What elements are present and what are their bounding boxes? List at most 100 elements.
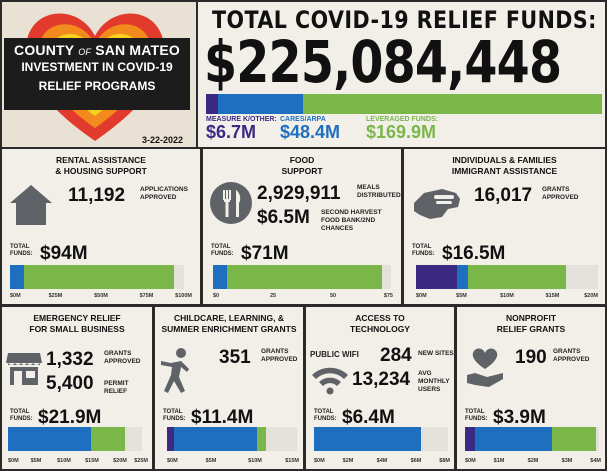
stat-number: 190	[515, 347, 547, 368]
axis-tick: $20M	[584, 293, 598, 299]
funds-bar	[416, 265, 598, 289]
axis-tick: $0M	[10, 293, 21, 299]
funds-axis: $0M $5M $10M $15M	[167, 458, 299, 468]
hand-holding-icon	[414, 189, 460, 219]
panel-rental: RENTAL ASSISTANCE & HOUSING SUPPORT 11,19…	[2, 149, 200, 304]
funds-bar	[465, 427, 599, 451]
source-amount: $48.4M	[280, 122, 341, 142]
source-measure-k: MEASURE K/OTHER: $6.7M	[206, 116, 277, 141]
panel-childcare: CHILDCARE, LEARNING, & SUMMER ENRICHMENT …	[155, 307, 303, 469]
county-name: COUNTY OF SAN MATEO	[14, 42, 180, 58]
stat-number: 284	[380, 345, 412, 366]
bar-segment-1	[8, 427, 92, 451]
bar-segment-0	[167, 427, 174, 451]
house-icon	[10, 185, 52, 225]
panel-emergency: EMERGENCY RELIEF FOR SMALL BUSINESS 1,332…	[2, 307, 152, 469]
stat-label: NEW SITES	[418, 350, 454, 357]
source-label: MEASURE K/OTHER:	[206, 116, 277, 123]
total-funds-label: TOTAL FUNDS:	[412, 244, 435, 257]
total-funds-amount: $94M	[40, 243, 88, 264]
axis-tick: 50	[329, 293, 337, 299]
total-funds-panel: TOTAL COVID-19 RELIEF FUNDS: $225,084,44…	[198, 2, 605, 147]
total-funds-bar	[206, 94, 602, 114]
stat-label: MEALS DISTRIBUTED	[357, 184, 401, 199]
header-logo-panel: COUNTY OF SAN MATEO INVESTMENT IN COVID-…	[2, 2, 196, 147]
funds-axis: $0M $5M $10M $15M $20M	[416, 293, 598, 303]
stat-number-2: 13,234	[352, 369, 411, 390]
bar-segment-0	[465, 427, 476, 451]
total-funds-amount: $225,084,448	[204, 28, 562, 96]
heart-hand-icon	[467, 348, 503, 387]
axis-tick: $2M	[342, 458, 354, 464]
wifi-icon	[312, 367, 348, 395]
total-funds-amount: $6.4M	[342, 407, 395, 428]
storefront-icon	[6, 353, 42, 385]
axis-tick: $6M	[410, 458, 422, 464]
stat-label: GRANTS APPROVED	[542, 186, 579, 201]
bar-segment-1	[173, 427, 258, 451]
panel-title: FOOD SUPPORT	[281, 155, 323, 176]
county-title-box: COUNTY OF SAN MATEO INVESTMENT IN COVID-…	[4, 38, 190, 110]
axis-tick: $2M	[527, 458, 539, 464]
panel-title: EMERGENCY RELIEF FOR SMALL BUSINESS	[29, 313, 125, 334]
bar-segment-2	[91, 427, 126, 451]
bar-segment-0	[416, 265, 457, 289]
axis-tick: $25M	[134, 458, 148, 464]
funds-bar	[167, 427, 297, 451]
panel-title: RENTAL ASSISTANCE & HOUSING SUPPORT	[55, 155, 147, 176]
axis-tick: $15M	[545, 293, 560, 299]
stat-number: 2,929,911	[257, 183, 341, 204]
bar-segment-1	[475, 427, 553, 451]
total-funds-label: TOTAL FUNDS:	[10, 244, 33, 257]
axis-tick: $10M	[500, 293, 514, 299]
axis-tick: $10M	[57, 458, 71, 464]
stat-label: GRANTS APPROVED	[261, 348, 298, 363]
source-amount: $6.7M	[206, 122, 257, 142]
fork-knife-icon	[210, 182, 252, 224]
stat-number: 1,332	[46, 349, 94, 370]
axis-tick: 25	[269, 293, 277, 299]
bar-segment-1	[456, 265, 468, 289]
panel-technology: ACCESS TO TECHNOLOGY PUBLIC WIFI 284 NEW …	[306, 307, 454, 469]
funds-axis: $0M $1M $2M $3M $4M	[465, 458, 601, 468]
funds-bar	[8, 427, 142, 451]
panel-nonprofit: NONPROFIT RELIEF GRANTS 190 GRANTS APPROV…	[457, 307, 605, 469]
axis-tick: $75	[383, 293, 393, 299]
child-figure-icon	[161, 348, 189, 393]
total-funds-label: TOTAL FUNDS:	[465, 409, 488, 422]
panel-individuals: INDIVIDUALS & FAMILIES IMMIGRANT ASSISTAN…	[404, 149, 605, 304]
axis-tick: $8M	[439, 458, 450, 464]
stat-number-2: $6.5M	[257, 207, 310, 228]
panel-title: NONPROFIT RELIEF GRANTS	[496, 313, 566, 334]
axis-tick: $5M	[456, 293, 467, 299]
total-funds-amount: $3.9M	[493, 407, 546, 428]
source-label: CARES/ARPA	[280, 116, 326, 123]
total-funds-amount: $11.4M	[191, 407, 254, 428]
axis-tick: $10M	[248, 458, 262, 464]
axis-tick: $1M	[493, 458, 505, 464]
stat-label: GRANTS APPROVED	[104, 350, 141, 365]
funds-bar	[213, 265, 391, 289]
panel-title: ACCESS TO TECHNOLOGY	[350, 313, 410, 334]
report-date: 3-22-2022	[142, 135, 184, 145]
panel-title: CHILDCARE, LEARNING, & SUMMER ENRICHMENT …	[161, 313, 297, 334]
bar-segment-2	[257, 427, 266, 451]
source-amount: $169.9M	[366, 122, 437, 142]
bar-segment-2	[467, 265, 567, 289]
bar-segment-1	[314, 427, 422, 451]
funds-axis: $0M $2M $4M $6M $8M	[314, 458, 450, 468]
axis-tick: $4M	[376, 458, 388, 464]
axis-tick: $0M	[314, 458, 325, 464]
stat-label-2: AVG MONTHLY USERS	[418, 370, 450, 393]
funds-bar	[314, 427, 448, 451]
stat-number: 351	[219, 347, 251, 368]
axis-tick: $0M	[416, 293, 427, 299]
total-funds-label: TOTAL FUNDS:	[163, 409, 186, 422]
funds-bar	[10, 265, 184, 289]
stat-number: 16,017	[474, 185, 533, 206]
subtitle-line-2: RELIEF PROGRAMS	[38, 79, 156, 93]
axis-tick: $25M	[48, 293, 63, 299]
bar-segment-2	[23, 265, 174, 289]
axis-tick: $4M	[590, 458, 601, 464]
total-funds-label: TOTAL FUNDS:	[211, 244, 234, 257]
